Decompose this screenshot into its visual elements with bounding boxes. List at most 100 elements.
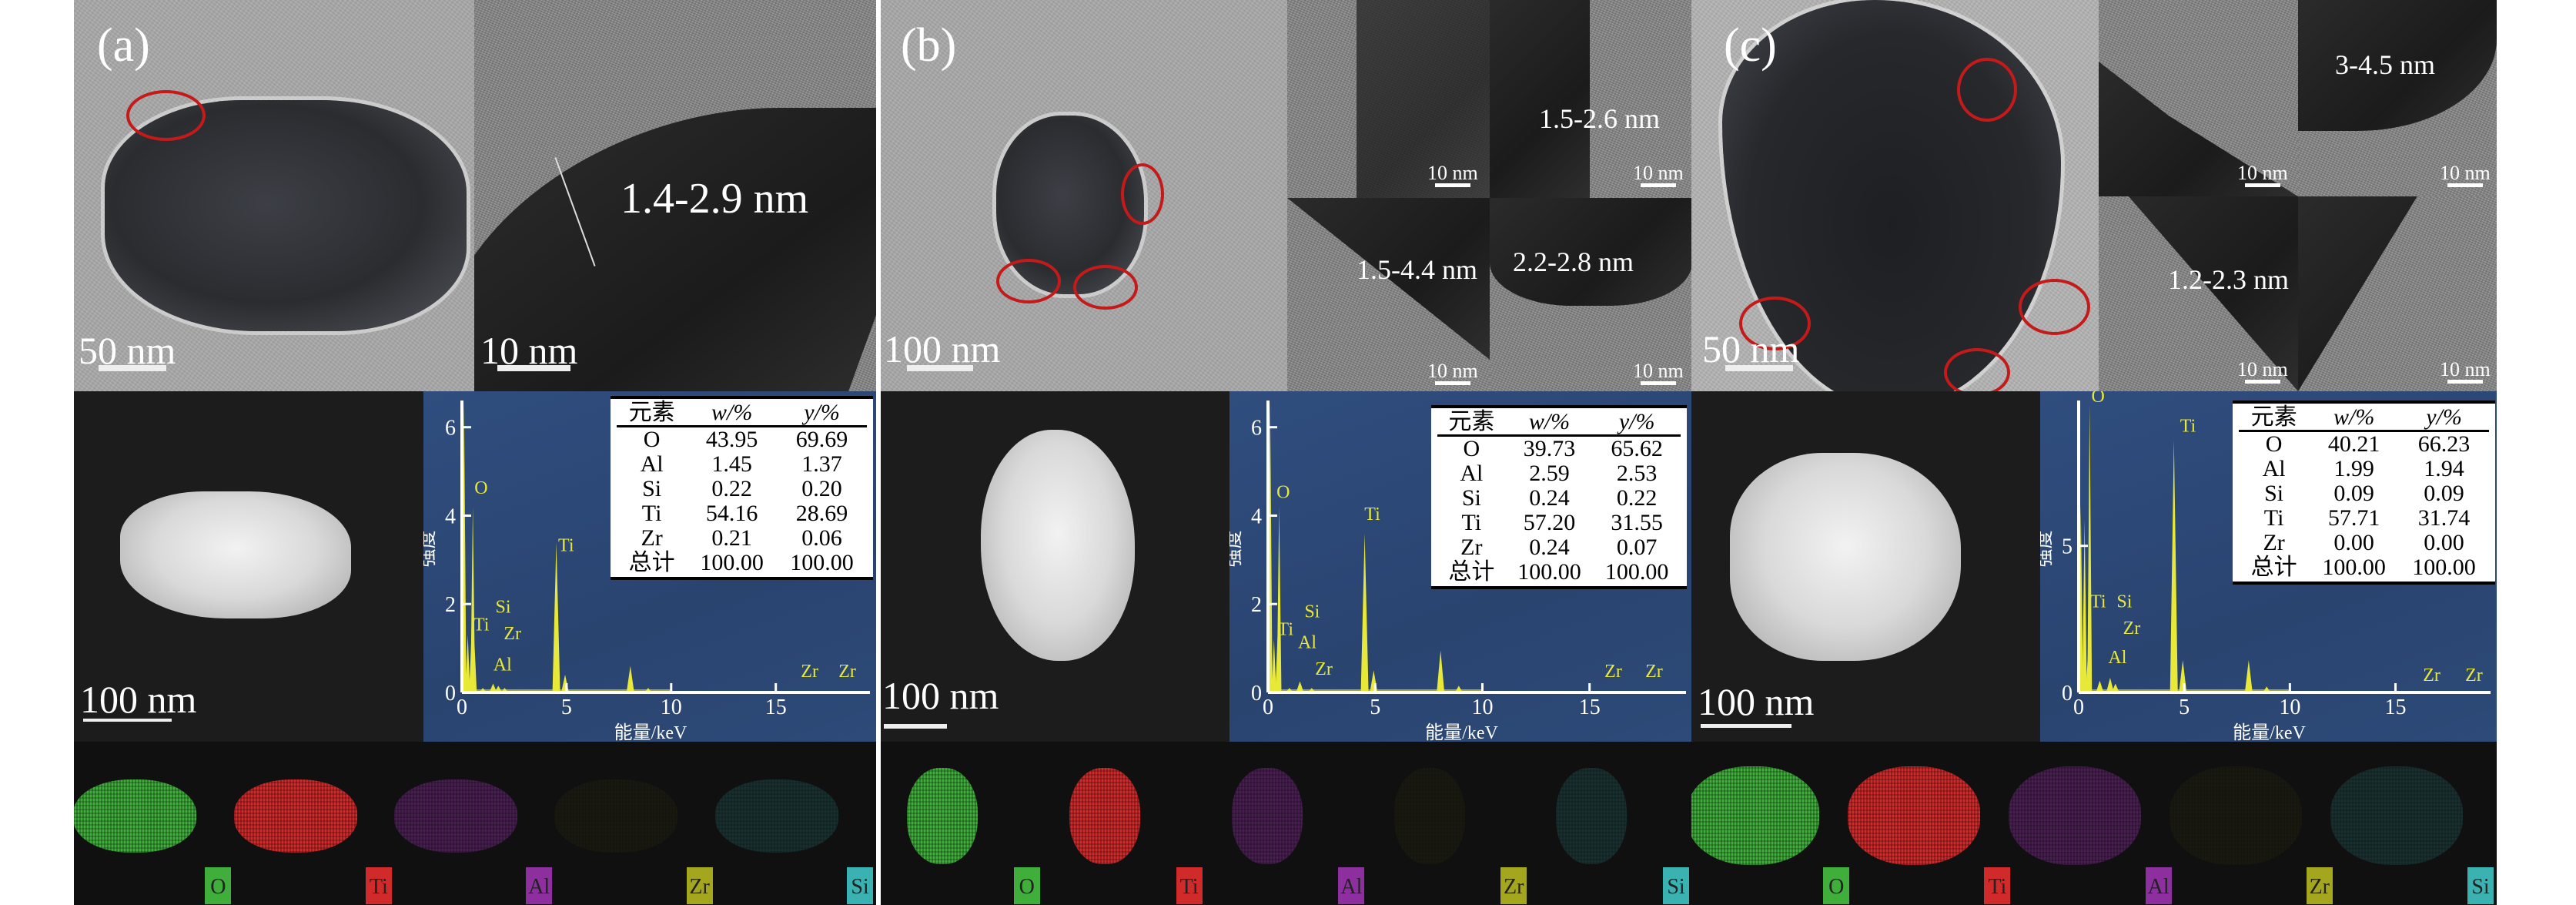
- hrtem-image-b3: 1.5-4.4 nm 10 nm: [1287, 198, 1490, 391]
- cell: 0.24: [1529, 535, 1570, 560]
- panel-label: (b): [901, 19, 957, 72]
- scale-bar-label: 10 nm: [2440, 358, 2491, 380]
- cell: 43.95: [705, 427, 758, 452]
- cell: 1.99: [2333, 456, 2374, 481]
- table-row: 总计 100.00 100.00: [617, 551, 867, 575]
- cell: 100.00: [1517, 559, 1581, 585]
- peak-label: Zr: [2123, 618, 2141, 639]
- element-map-si: [2330, 766, 2464, 865]
- cell: 66.23: [2417, 431, 2471, 457]
- cell: 0.21: [711, 525, 752, 551]
- hrtem-image-b4: 2.2-2.8 nm 10 nm: [1490, 198, 1692, 391]
- scale-bar-label: 50 nm: [79, 329, 176, 372]
- scale-bar-label: 10 nm: [1633, 162, 1684, 184]
- element-tag: Zr: [1500, 867, 1527, 904]
- eds-spectrum-a: 0 5 10 15 0 2 4 6 O Ti Si Ti Zr Al Zr Zr 能量/keV 强度 元素 w/% y…: [423, 391, 876, 742]
- element-map-si: [714, 779, 838, 853]
- peak-label: Si: [495, 598, 510, 618]
- tem-image-a: (a) 50 nm: [74, 0, 474, 391]
- element-maps-a: O Ti Al Zr Si: [74, 742, 876, 905]
- y-tick-label: 4: [1251, 504, 1262, 528]
- crystal-region: [1490, 0, 1590, 198]
- element-tag: Al: [1338, 867, 1365, 904]
- table-row: 总计 100.00 100.00: [2239, 555, 2489, 580]
- scale-bar: [2245, 380, 2280, 384]
- cell: 1.94: [2424, 456, 2464, 481]
- peak-label: Zr: [1315, 659, 1333, 679]
- col-header: y/%: [1593, 410, 1681, 437]
- spectrum-peak: [2170, 440, 2178, 692]
- haadf-image-c: 100 nm: [1691, 391, 2040, 742]
- cell: 40.21: [2327, 431, 2380, 457]
- peak-label: Al: [2108, 648, 2126, 668]
- scale-bar-label: 10 nm: [1633, 360, 1684, 382]
- spectrum-peak: [1276, 506, 1282, 692]
- col-header: y/%: [2399, 405, 2489, 432]
- y-tick-label: 0: [1251, 682, 1262, 706]
- cell: 0.00: [2424, 530, 2464, 555]
- cell: 0.20: [801, 476, 842, 501]
- thickness-label: 1.5-2.6 nm: [1539, 103, 1660, 134]
- element-maps-c: O Ti Al Zr Si: [1691, 742, 2497, 905]
- col-header: y/%: [777, 401, 867, 427]
- hrtem-image-c4: 10 nm: [2298, 196, 2497, 391]
- cell: 0.09: [2333, 481, 2374, 506]
- table-row: Zr 0.00 0.00: [2239, 531, 2489, 555]
- haadf-image-a: 100 nm: [74, 391, 423, 742]
- table-row: O 39.73 65.62: [1437, 436, 1681, 462]
- table-row: O 43.95 69.69: [617, 427, 867, 453]
- scale-bar: [83, 719, 172, 722]
- element-map-o: [1691, 766, 1819, 865]
- spectrum-peak: [552, 541, 560, 692]
- peak-label: Si: [2116, 592, 2132, 612]
- element-map-al: [1231, 767, 1303, 864]
- spectrum-peak: [494, 685, 503, 692]
- cell: Al: [1460, 461, 1484, 486]
- cell: 28.69: [795, 501, 848, 526]
- spectrum-peak: [1437, 650, 1445, 692]
- composition-table: 元素 w/% y/% O 40.21 66.23 Al 1.99 1.94 Si 0.09 0.…: [2233, 401, 2495, 585]
- hrtem-image-a: 1.4-2.9 nm 10 nm: [474, 0, 876, 391]
- x-tick-label: 0: [2073, 696, 2084, 719]
- eds-spectrum-c: 0 5 10 15 0 5 O Ti Ti Si Zr Al Zr Zr 能量/keV 强度 元素 w/% y/%…: [2040, 391, 2497, 742]
- scale-bar: [99, 365, 166, 371]
- nanoparticle: [981, 430, 1135, 661]
- cell: Zr: [641, 525, 663, 551]
- cell: Ti: [641, 501, 662, 526]
- table-row: Si 0.09 0.09: [2239, 481, 2489, 506]
- crystal-region: [1490, 198, 1692, 306]
- element-map-o: [74, 779, 197, 853]
- element-tag: Ti: [365, 867, 392, 904]
- haadf-image-b: 100 nm: [881, 391, 1229, 742]
- scale-bar: [2447, 183, 2483, 187]
- element-map-zr: [1393, 767, 1465, 864]
- cell: 0.22: [1616, 485, 1658, 511]
- cell: 57.71: [2327, 505, 2380, 531]
- y-tick-label: 0: [2062, 682, 2073, 706]
- peak-label: Zr: [838, 662, 856, 682]
- cell: Zr: [2263, 530, 2285, 555]
- nanoparticle: [1730, 453, 1961, 661]
- peak-label: Ti: [2090, 592, 2106, 612]
- cell: 0.00: [2333, 530, 2374, 555]
- table-header: 元素 w/% y/%: [2239, 405, 2489, 432]
- spectrum-peak: [1296, 681, 1304, 692]
- cell: Al: [640, 451, 664, 477]
- table-row: Ti 57.20 31.55: [1437, 511, 1681, 535]
- spectrum-peak: [470, 506, 476, 692]
- scale-bar-label: 10 nm: [1427, 162, 1478, 184]
- scale-bar-label: 10 nm: [480, 329, 578, 372]
- x-tick-label: 0: [1263, 696, 1273, 719]
- element-tag: Al: [526, 867, 553, 904]
- spectrum-peak: [2087, 405, 2093, 692]
- element-tag: Ti: [1176, 867, 1203, 904]
- cell: Zr: [1460, 535, 1483, 560]
- scale-bar-label: 100 nm: [884, 327, 1001, 370]
- highlight-ring: [1739, 297, 1811, 350]
- x-tick-label: 5: [561, 696, 572, 719]
- x-axis-label: 能量/keV: [1425, 722, 1498, 742]
- scale-bar: [2245, 183, 2280, 187]
- spectrum-peak: [472, 643, 477, 692]
- cell: 57.20: [1523, 510, 1576, 535]
- peak-label: Zr: [1604, 662, 1622, 682]
